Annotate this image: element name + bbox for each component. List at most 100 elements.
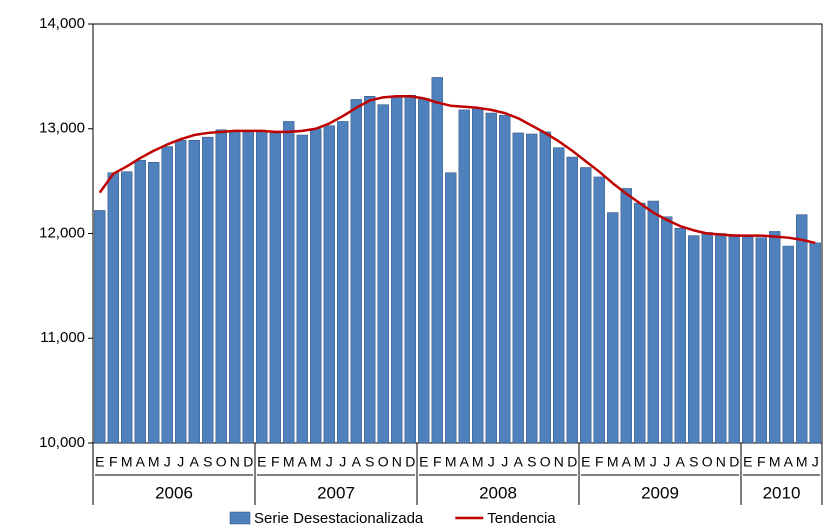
y-tick-label: 10,000 [39,434,85,451]
group-label: 2007 [317,483,355,502]
x-tick-label: M [607,454,619,470]
bar [445,172,457,444]
x-tick-label: F [757,454,766,470]
x-tick-label: A [190,454,200,470]
bar [310,128,322,444]
x-tick-label: E [257,454,266,470]
bar [418,98,430,444]
x-tick-label: M [634,454,646,470]
x-tick-label: A [514,454,524,470]
x-tick-label: F [109,454,118,470]
bar [323,125,335,444]
bar [499,114,511,444]
x-tick-label: O [216,454,227,470]
x-tick-label: A [298,454,308,470]
bar [539,131,551,444]
x-tick-label: F [271,454,280,470]
x-tick-label: S [527,454,536,470]
bar [661,216,673,444]
x-tick-label: D [405,454,415,470]
bar [458,109,470,444]
bar [809,242,821,444]
x-tick-label: D [729,454,739,470]
x-tick-label: N [230,454,240,470]
x-tick-label: S [203,454,212,470]
x-tick-label: A [622,454,632,470]
bar [566,156,578,444]
x-tick-label: M [121,454,133,470]
x-tick-label: O [540,454,551,470]
bar [107,172,119,444]
bar [391,96,403,444]
bar [161,146,173,444]
bar [202,136,214,444]
bar [512,132,524,444]
x-tick-label: M [283,454,295,470]
bar [782,245,794,444]
x-tick-label: M [796,454,808,470]
bar [404,94,416,444]
bar [769,231,781,444]
bar [755,237,767,444]
x-tick-label: E [419,454,428,470]
bar [580,167,592,444]
bar [607,212,619,444]
x-tick-label: M [148,454,160,470]
bar [728,234,740,444]
x-tick-label: M [472,454,484,470]
x-tick-label: A [136,454,146,470]
bar [526,133,538,444]
bar [647,200,659,444]
x-tick-label: J [164,454,171,470]
y-tick-label: 14,000 [39,15,85,32]
x-tick-label: N [716,454,726,470]
x-tick-label: J [650,454,657,470]
x-tick-label: J [339,454,346,470]
bar [431,77,443,444]
x-tick-label: J [177,454,184,470]
x-tick-label: N [554,454,564,470]
bar [634,202,646,444]
bar [148,162,160,444]
x-tick-label: N [392,454,402,470]
group-label: 2010 [763,483,801,502]
bar [485,112,497,444]
x-tick-label: S [365,454,374,470]
x-tick-label: M [445,454,457,470]
group-label: 2008 [479,483,517,502]
bar [688,235,700,444]
bar [269,132,281,444]
bar [134,159,146,444]
bar [796,214,808,444]
group-label: 2009 [641,483,679,502]
bar [175,140,187,444]
x-tick-label: A [784,454,794,470]
x-tick-label: D [243,454,253,470]
legend-label: Tendencia [487,510,556,527]
bar [188,140,200,444]
bar [674,228,686,444]
group-label: 2006 [155,483,193,502]
x-tick-label: A [676,454,686,470]
bar [215,129,227,444]
bar [472,108,484,444]
bar [337,121,349,444]
x-tick-label: E [95,454,104,470]
bar [296,134,308,444]
bar [593,176,605,444]
x-tick-label: F [433,454,442,470]
x-tick-label: J [812,454,819,470]
x-tick-label: O [378,454,389,470]
x-tick-label: J [663,454,670,470]
bar [242,130,254,444]
x-tick-label: O [702,454,713,470]
bar [94,210,106,444]
x-tick-label: D [567,454,577,470]
y-tick-label: 11,000 [40,329,85,346]
x-tick-label: E [581,454,590,470]
bar [742,236,754,444]
bar [553,147,565,444]
x-tick-label: J [488,454,495,470]
